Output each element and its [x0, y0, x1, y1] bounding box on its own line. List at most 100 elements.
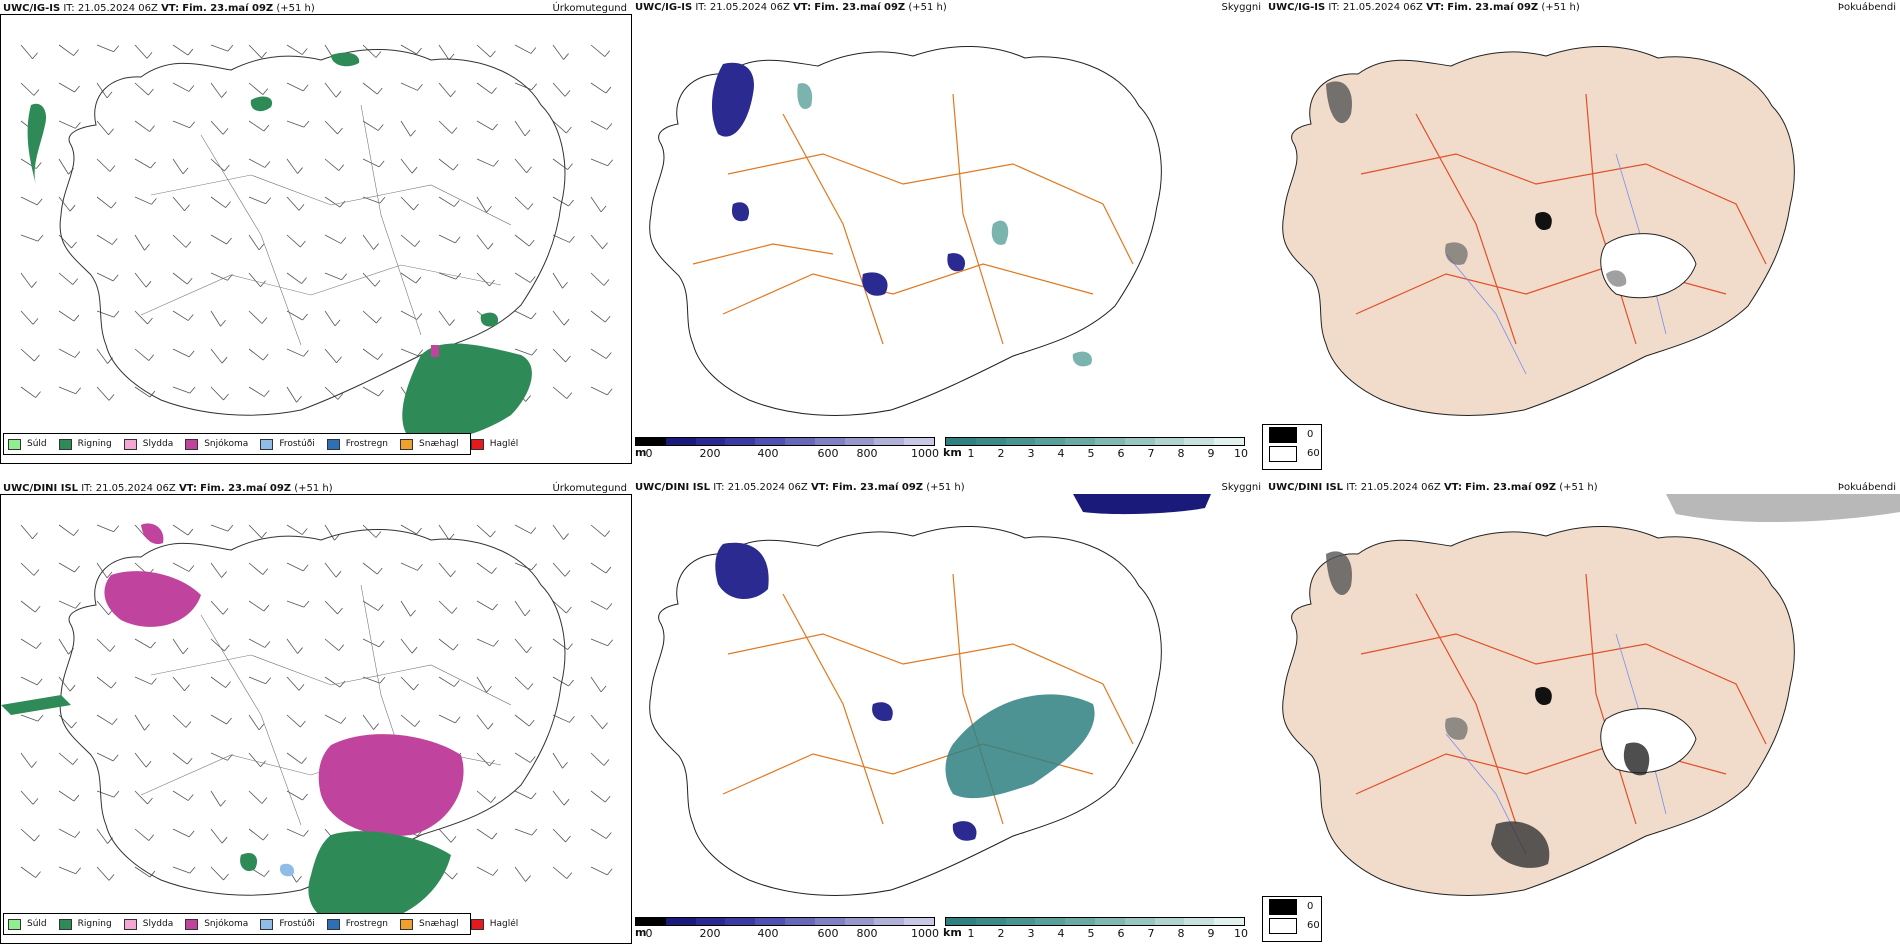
it-value: 21.05.2024 06Z — [77, 3, 158, 14]
wind-barb-flag — [185, 241, 192, 248]
wind-barb-flag — [493, 160, 499, 167]
legend-item: Haglél — [470, 918, 518, 930]
wind-barb-flag — [72, 278, 79, 285]
fog-legend-row: 0 — [1263, 897, 1321, 916]
legend-item: Slydda — [123, 438, 173, 450]
wind-barb — [134, 638, 151, 649]
wind-barb — [362, 638, 380, 648]
wind-barb-flag — [487, 722, 494, 730]
wind-barb — [210, 272, 228, 281]
wind-barb — [58, 676, 71, 692]
wind-barb-flag — [189, 866, 196, 874]
legend-item: Frostúði — [260, 438, 315, 450]
wind-barb — [324, 524, 335, 541]
wind-barb-flag — [188, 830, 195, 838]
wind-barb — [58, 44, 74, 56]
wind-barb-flag — [69, 684, 76, 692]
wind-barb-flag — [74, 85, 80, 93]
wind-barb — [172, 714, 187, 728]
wind-barb-flag — [606, 603, 613, 610]
wind-barb-flag — [417, 349, 423, 356]
wind-barb-flag — [564, 90, 571, 97]
wind-barb-flag — [604, 315, 611, 323]
wind-barb — [210, 866, 224, 881]
fog-areas — [1326, 494, 1900, 868]
wind-barb-flag — [262, 353, 269, 361]
wind-barb-flag — [490, 796, 497, 803]
wind-barb-flag — [602, 242, 608, 250]
wind-barb — [172, 790, 189, 801]
wind-barb — [324, 272, 342, 281]
wind-barb-flag — [260, 280, 266, 288]
wind-barb — [134, 234, 145, 251]
legend-swatch — [58, 918, 72, 930]
fog-legend: 0 60 — [1262, 424, 1322, 470]
wind-barb-flag — [35, 642, 42, 649]
wind-barb-flag — [111, 718, 118, 725]
wind-barb-flag — [453, 680, 460, 687]
wind-barb-flag — [524, 609, 531, 617]
wind-barb — [172, 158, 184, 175]
wind-barb — [172, 234, 187, 248]
wind-barb-flag — [75, 122, 81, 129]
wind-barb — [134, 82, 149, 96]
wind-barb-flag — [71, 241, 77, 249]
colorbar-ticks: 1 2 3 4 5 6 7 8 9 10 — [967, 447, 1249, 460]
wind-barb-flag — [525, 875, 531, 882]
iceland-outline-icon — [1282, 525, 1795, 896]
wind-barb-flag — [110, 681, 117, 689]
legend-item: Snjókoma — [185, 918, 248, 930]
wind-barb-flag — [106, 91, 113, 99]
wind-barb-flag — [148, 834, 155, 841]
wind-barb-flag — [413, 203, 419, 211]
legend-item: Frostregn — [326, 438, 388, 450]
wind-barb-flag — [149, 870, 156, 878]
wind-barb — [400, 524, 417, 535]
legend-swatch — [8, 438, 21, 450]
wind-barb — [476, 600, 493, 611]
precip-areas — [27, 52, 532, 442]
wind-barb — [248, 386, 265, 397]
wind-barb — [20, 714, 39, 722]
wind-barb — [362, 120, 379, 131]
wind-barb-flag — [454, 236, 461, 244]
wind-barb-flag — [74, 565, 80, 573]
wind-barb-flag — [566, 126, 572, 134]
wind-barb-flag — [261, 797, 268, 804]
fog-swatch — [1269, 445, 1297, 462]
wind-barb — [514, 676, 529, 690]
wind-barb — [248, 272, 261, 288]
fog-swatch — [1269, 426, 1297, 443]
wind-barb-flag — [265, 197, 271, 204]
wind-barb-flag — [226, 237, 232, 245]
legend-item: Frostúði — [260, 918, 315, 930]
wind-barb — [286, 828, 304, 837]
wind-barb-flag — [410, 610, 416, 617]
ceiling-unit: m — [635, 926, 647, 939]
wind-barb-flag — [604, 795, 611, 803]
wind-barb — [590, 82, 607, 94]
wind-barb-flag — [34, 834, 40, 842]
wind-barb — [590, 600, 608, 610]
wind-barb — [210, 714, 227, 725]
wind-barb-flag — [377, 604, 384, 611]
wind-barb-flag — [35, 871, 41, 878]
wind-barb — [58, 348, 76, 358]
panel-title: UWC/DINI ISL IT: 21.05.2024 06Z VT: Fim.… — [3, 483, 333, 494]
wind-barb-flag — [150, 161, 156, 169]
wind-barb-flag — [263, 390, 270, 397]
legend-item: Slydda — [123, 918, 173, 930]
colorbar-ticks: 0 200 400 600 800 1000 — [645, 447, 940, 460]
wind-barb-flag — [491, 87, 497, 94]
wind-barb — [210, 600, 224, 615]
wind-barb — [362, 714, 374, 730]
ceiling-area-ne — [1073, 494, 1211, 515]
wind-barb-flag — [32, 532, 38, 540]
wind-barb — [400, 310, 418, 320]
wind-barb — [20, 562, 35, 576]
wind-barb — [514, 348, 533, 356]
wind-barb — [552, 524, 564, 540]
wind-barb — [172, 562, 190, 572]
wind-barb — [514, 714, 530, 727]
wind-barb — [210, 234, 227, 245]
